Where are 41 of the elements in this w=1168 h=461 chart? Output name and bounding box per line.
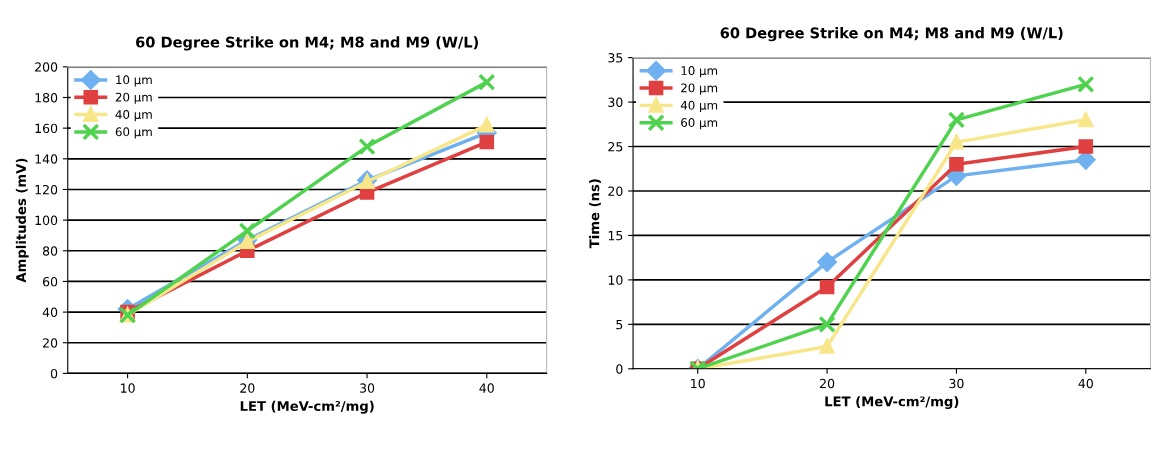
legend-label: 60 µm [681,118,718,130]
legend-label: 20 µm [681,83,718,95]
chart-title: 60 Degree Strike on M4; M8 and M9 (W/L) [136,36,478,51]
y-tick-label: 60 [42,276,58,287]
y-tick-label: 15 [608,231,623,241]
legend-label: 60 µm [115,127,152,139]
legend-label: 10 µm [681,66,718,78]
x-tick-label: 10 [691,378,705,389]
x-tick-label: 20 [820,378,835,389]
y-tick-label: 10 [608,275,623,285]
y-tick-label: 120 [35,184,58,195]
y-tick-label: 25 [608,142,623,152]
x-tick-label: 40 [479,383,494,393]
y-tick-label: 35 [608,53,623,63]
y-tick-label: 160 [35,123,58,134]
y-tick-label: 40 [42,307,58,318]
y-tick-label: 0 [616,364,623,374]
y-tick-label: 5 [616,319,623,330]
y-tick-label: 0 [50,368,58,379]
y-axis-title: Time (ns) [589,179,601,249]
x-tick-label: 10 [121,383,135,393]
x-axis-title: LET (MeV-cm²/mg) [825,396,959,410]
chart-title: 60 Degree Strike on M4; M8 and M9 (W/L) [720,27,1063,42]
y-tick-label: 20 [608,186,623,196]
legend-label: 20 µm [115,92,152,104]
y-tick-label: 140 [35,154,58,164]
legend-label: 40 µm [680,100,718,112]
y-tick-label: 200 [35,62,58,72]
legend-label: 10 µm [116,75,152,87]
x-axis-title: LET (MeV-cm²/mg) [240,400,374,414]
y-tick-label: 30 [608,97,623,108]
x-tick-label: 30 [360,383,375,393]
y-tick-label: 80 [42,246,58,256]
y-tick-label: 100 [35,215,58,226]
y-tick-label: 20 [43,338,58,348]
x-tick-label: 40 [1078,378,1093,389]
legend-label: 40 µm [115,109,152,122]
y-axis-title: Amplitudes (mV) [15,158,29,283]
x-tick-label: 20 [240,383,255,393]
x-tick-label: 30 [949,378,964,389]
y-tick-label: 180 [35,92,58,103]
